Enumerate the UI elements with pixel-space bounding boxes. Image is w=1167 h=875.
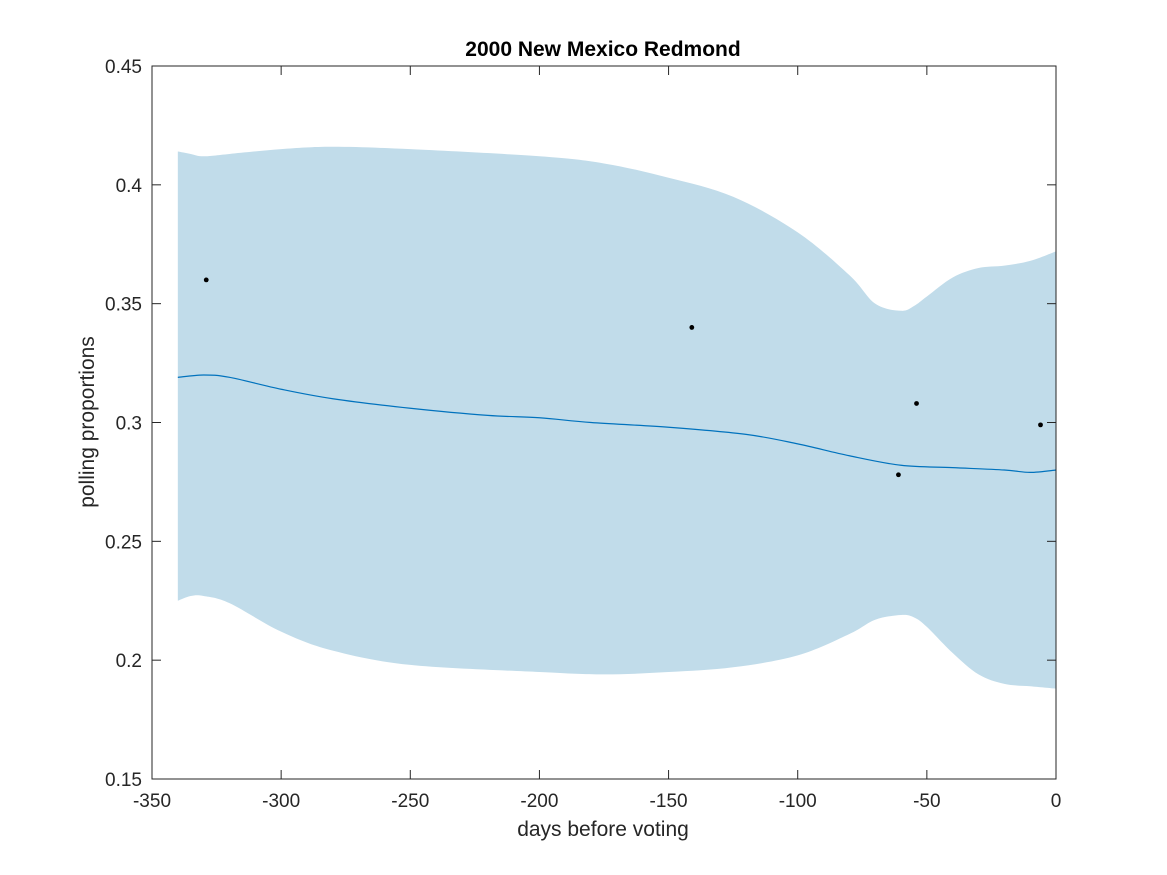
x-tick-label: 0 xyxy=(1051,791,1062,812)
chart-title: 2000 New Mexico Redmond xyxy=(465,38,740,61)
x-tick-label: -150 xyxy=(650,791,688,812)
y-tick-label: 0.15 xyxy=(105,770,142,791)
poll-point xyxy=(689,325,695,330)
y-tick-label: 0.35 xyxy=(105,295,142,316)
x-axis-label: days before voting xyxy=(517,818,689,841)
y-tick-label: 0.25 xyxy=(105,532,142,553)
y-tick-label: 0.45 xyxy=(105,57,142,78)
trend-line xyxy=(177,374,1057,474)
plot-area xyxy=(177,146,1057,689)
y-tick-label: 0.2 xyxy=(116,651,142,672)
y-tick-label: 0.4 xyxy=(116,176,143,197)
x-tick-label: -200 xyxy=(520,791,558,812)
x-tick-label: -250 xyxy=(391,791,429,812)
x-tick-label: -50 xyxy=(913,791,940,812)
x-tick-label: -100 xyxy=(779,791,817,812)
poll-point xyxy=(1038,422,1043,428)
axes: -350 -300 -250 -200 -150 -100 -50 0 0.15 0.2 0.25 0… xyxy=(105,57,1061,812)
x-tick-label: -350 xyxy=(133,791,171,812)
y-axis-label: polling proportions xyxy=(76,336,99,508)
y-tick-label: 0.3 xyxy=(116,414,142,435)
poll-point xyxy=(914,401,919,406)
poll-point xyxy=(203,277,209,283)
poll-point xyxy=(896,472,901,478)
confidence-band xyxy=(177,146,1056,689)
x-tick-label: -300 xyxy=(262,791,300,812)
